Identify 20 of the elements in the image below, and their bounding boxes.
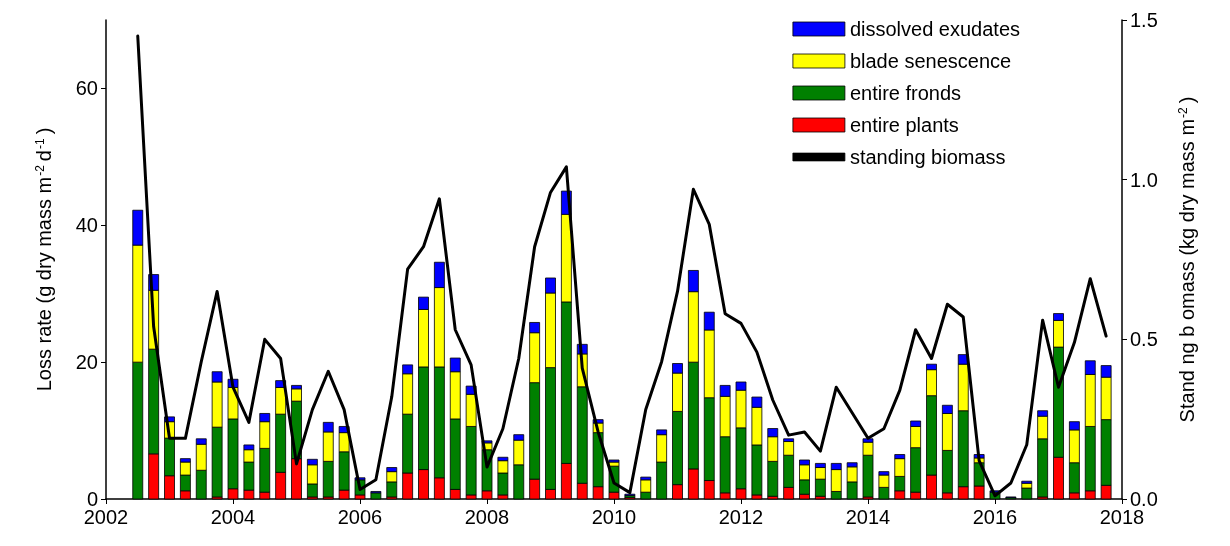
x-tick-label: 2010 (591, 506, 637, 528)
x-tick-label: 2016 (972, 506, 1018, 528)
x-tick-label: 2014 (845, 506, 891, 528)
y-tick-label: 20 (75, 351, 98, 374)
y2-axis-title: Stand ng b omass (kg dry mass m-2) (1176, 96, 1198, 423)
legend-label: entire plants (849, 114, 959, 136)
legend-label: standing biomass (849, 146, 1006, 168)
x-tick-label: 2006 (337, 506, 383, 528)
y-tick-label: 60 (75, 77, 98, 100)
y2-tick-label: 0.5 (1130, 328, 1158, 351)
y2-tick-label: 1.5 (1130, 9, 1158, 31)
y2-tick-label: 1.0 (1130, 168, 1158, 191)
x-tick-label: 2008 (464, 506, 510, 528)
legend-label: blade senescence (849, 50, 1012, 72)
x-tick-label: 2012 (718, 506, 764, 528)
legend-label: dissolved exudates (849, 18, 1020, 40)
legend-label: entire fronds (849, 82, 962, 104)
y-tick-label: 40 (75, 214, 98, 237)
x-tick-label: 2004 (210, 506, 256, 528)
y-axis-title: Loss rate (g dry mass m-2d-1) (33, 127, 55, 392)
